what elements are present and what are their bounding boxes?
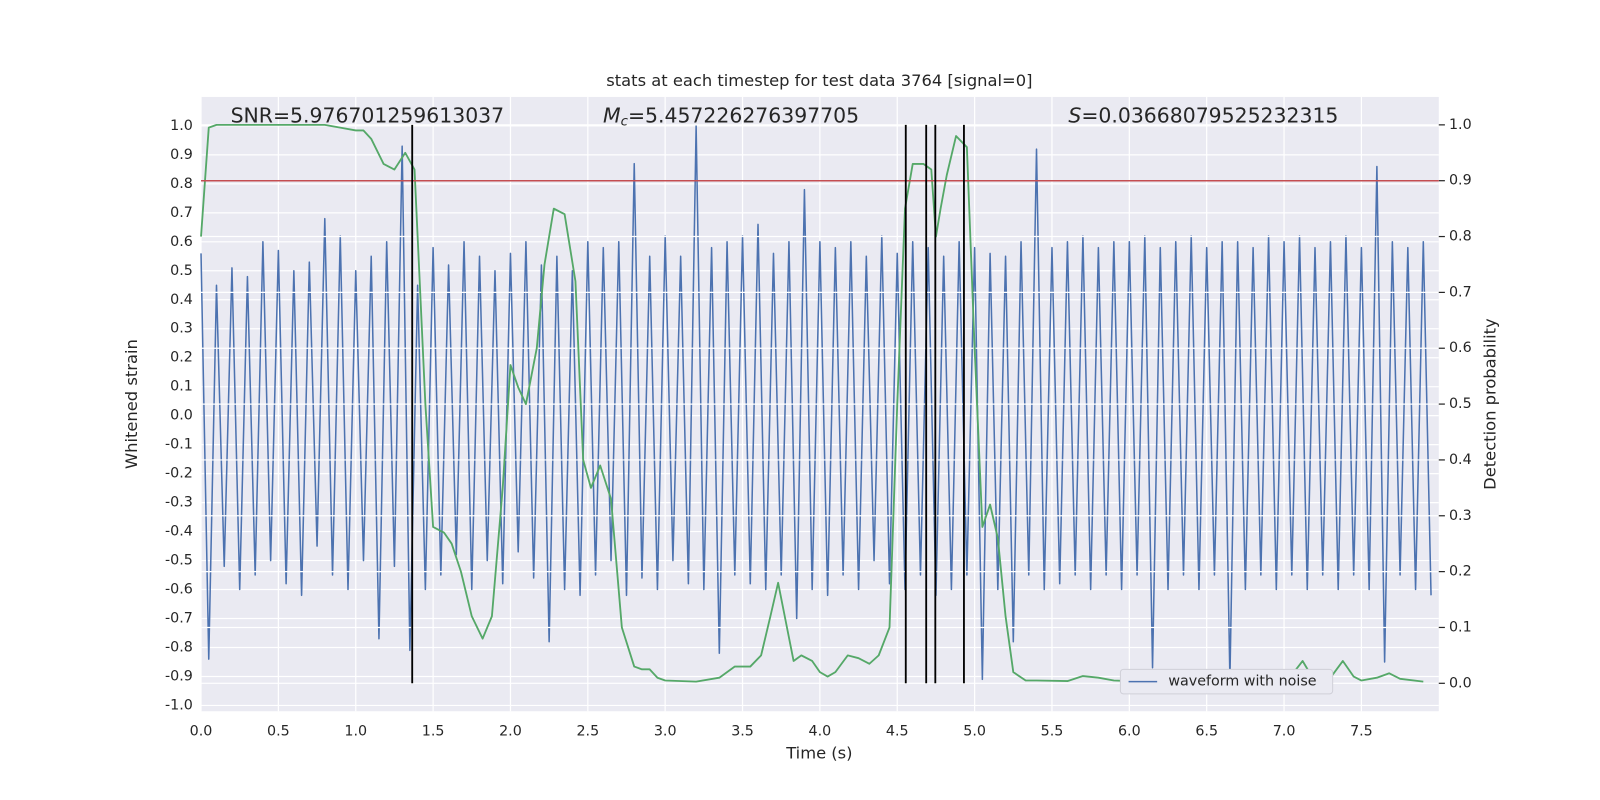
y2-tick-label: 0.0: [1449, 675, 1472, 691]
x-tick-label: 4.5: [886, 724, 909, 740]
annotation-text: SNR=5.976701259613037: [231, 103, 505, 127]
x-tick-label: 3.0: [654, 724, 677, 740]
x-tick-label: 5.5: [1041, 724, 1064, 740]
y-tick-label: 0.9: [170, 147, 193, 163]
y-tick-label: -0.6: [165, 582, 193, 598]
x-tick-label: 7.0: [1273, 724, 1296, 740]
y2-axis-label: Detection probability: [1480, 318, 1499, 490]
y-tick-label: -0.5: [165, 553, 193, 569]
y-tick-label: 0.8: [170, 176, 193, 192]
x-tick-label: 7.5: [1350, 724, 1373, 740]
y2-tick-label: 1.0: [1449, 117, 1472, 133]
annotation-text: =0.03668079525232315: [1081, 103, 1338, 127]
annotation: S=0.03668079525232315: [1068, 103, 1338, 127]
y2-tick-label: 0.7: [1449, 284, 1472, 300]
x-tick-label: 3.5: [731, 724, 754, 740]
y-tick-label: 1.0: [170, 118, 193, 134]
y-tick-label: -1.0: [165, 697, 193, 713]
y-tick-label: 0.7: [170, 205, 193, 221]
legend-label: waveform with noise: [1168, 674, 1316, 690]
x-tick-label: 6.0: [1118, 724, 1141, 740]
y2-tick-label: 0.2: [1449, 564, 1472, 580]
y-tick-label: 0.4: [170, 292, 193, 308]
y-tick-label: 0.1: [170, 379, 193, 395]
y2-tick-label: 0.4: [1449, 452, 1472, 468]
x-tick-label: 0.0: [190, 724, 213, 740]
y2-tick-label: 0.8: [1449, 229, 1472, 245]
x-tick-label: 6.5: [1195, 724, 1218, 740]
y-axis-label: Whitened strain: [122, 339, 141, 469]
chart-title: stats at each timestep for test data 376…: [606, 71, 1032, 90]
y-tick-label: 0.3: [170, 321, 193, 337]
y2-tick-label: 0.9: [1449, 173, 1472, 189]
x-tick-label: 4.0: [809, 724, 832, 740]
annotation: Mc=5.457226276397705: [603, 103, 859, 129]
x-axis-label: Time (s): [785, 744, 852, 763]
y-tick-label: 0.2: [170, 350, 193, 366]
y-tick-label: -0.2: [165, 466, 193, 482]
y-tick-label: -0.4: [165, 524, 193, 540]
annotation-subscript: c: [621, 114, 629, 129]
x-tick-label: 1.5: [422, 724, 445, 740]
series-line: [200, 125, 1432, 681]
annotation-symbol: M: [603, 103, 621, 127]
y2-tick-label: 0.1: [1449, 619, 1472, 635]
y-tick-label: 0.0: [170, 408, 193, 424]
y-tick-label: 0.5: [170, 263, 193, 279]
annotation: SNR=5.976701259613037: [231, 103, 505, 127]
x-tick-label: 2.0: [499, 724, 522, 740]
x-tick-label: 1.0: [344, 724, 367, 740]
y2-tick-label: 0.3: [1449, 508, 1472, 524]
annotation-text: =5.457226276397705: [628, 103, 859, 127]
y-tick-label: -0.3: [165, 495, 193, 511]
x-tick-label: 5.0: [963, 724, 986, 740]
x-tick-label: 0.5: [267, 724, 290, 740]
y-tick-label: -0.8: [165, 639, 193, 655]
y-tick-label: 0.6: [170, 234, 193, 250]
legend-box: [1119, 668, 1334, 695]
y-tick-label: -0.9: [165, 668, 193, 684]
annotation-symbol: S: [1068, 103, 1081, 127]
y-tick-label: -0.7: [165, 611, 193, 627]
x-tick-label: 2.5: [576, 724, 599, 740]
y-tick-label: -0.1: [165, 437, 193, 453]
y2-tick-label: 0.6: [1449, 340, 1472, 356]
y2-tick-label: 0.5: [1449, 396, 1472, 412]
